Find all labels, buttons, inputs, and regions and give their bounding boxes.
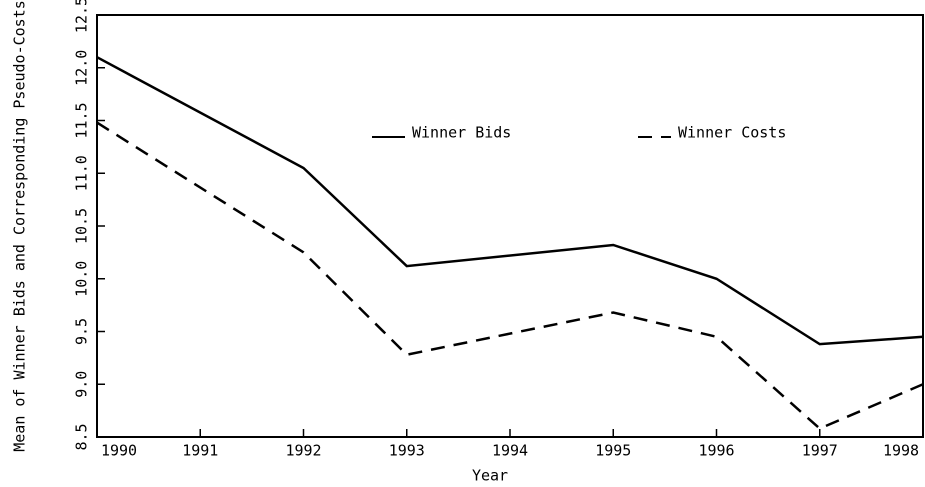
line xyxy=(96,121,924,431)
x-tick-label: 1994 xyxy=(492,442,528,460)
y-tick-label: 9.0 xyxy=(73,371,91,398)
x-tick-label: 1992 xyxy=(285,442,321,460)
y-axis-label: Mean of Winner Bids and Corresponding Ps… xyxy=(11,0,29,452)
y-tick-label: 11.5 xyxy=(73,102,91,138)
x-tick-label: 1998 xyxy=(883,442,919,460)
y-tick-label: 12.5 xyxy=(73,0,91,33)
y-tick-label: 8.5 xyxy=(73,423,91,450)
y-tick-label: 11.0 xyxy=(73,155,91,191)
line xyxy=(96,56,924,346)
x-tick-label: 1991 xyxy=(182,442,218,460)
x-tick-label: 1993 xyxy=(389,442,425,460)
y-tick-label: 10.5 xyxy=(73,208,91,244)
y-tick-label: 10.0 xyxy=(73,261,91,297)
x-tick-label: 1997 xyxy=(802,442,838,460)
x-axis-label: Year xyxy=(472,467,508,485)
legend-label: Winner Costs xyxy=(678,124,786,142)
y-tick-label: 9.5 xyxy=(73,318,91,345)
x-tick-label: 1996 xyxy=(698,442,734,460)
legend-label: Winner Bids xyxy=(412,124,511,142)
y-tick-label: 12.0 xyxy=(73,50,91,86)
x-tick-label: 1990 xyxy=(101,442,137,460)
x-tick-label: 1995 xyxy=(595,442,631,460)
plot-frame xyxy=(96,14,924,438)
